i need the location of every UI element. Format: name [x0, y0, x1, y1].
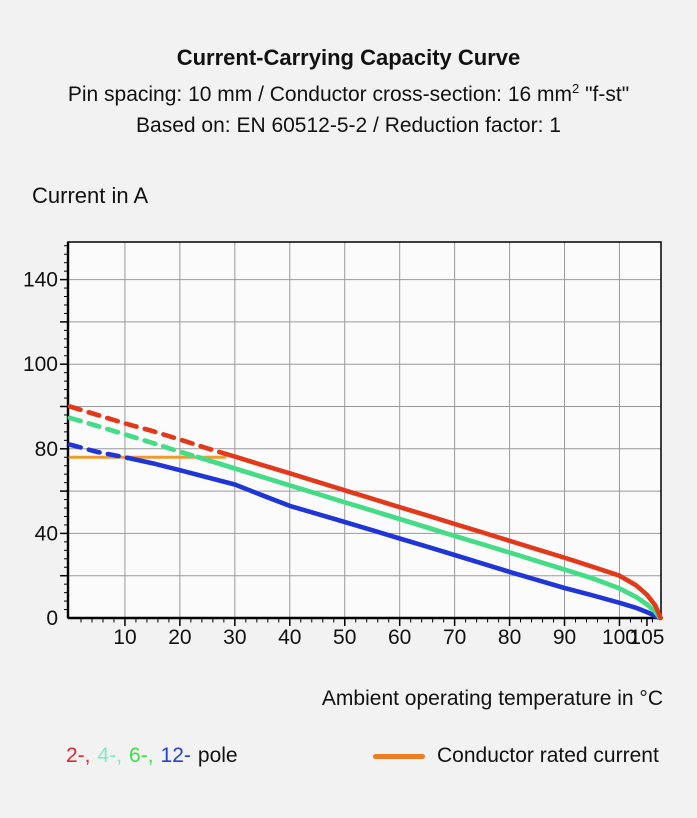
x-tick-label: 100 [602, 626, 637, 649]
rated-current-legend-label: Conductor rated current [437, 744, 659, 767]
y-axis-title: Current in A [32, 183, 149, 208]
legend-pole-item: 12- [160, 744, 191, 767]
x-tick-label: 40 [278, 626, 301, 649]
x-tick-label: 50 [333, 626, 356, 649]
subtitle-post: "f-st" [579, 83, 630, 106]
series-2-pole-dashed [67, 404, 228, 456]
legend-pole-counts: 2-, 4-, 6-, 12- pole [66, 744, 238, 768]
x-tick-label: 105 [629, 626, 664, 649]
chart-subtitle-2: Based on: EN 60512-5-2 / Reduction facto… [136, 114, 561, 137]
y-tick-label: 40 [35, 522, 58, 545]
legend-pole-item: 6-, [129, 744, 154, 767]
x-tick-label: 70 [443, 626, 466, 649]
y-tick-label: 100 [23, 353, 58, 376]
x-tick-label: 10 [113, 626, 136, 649]
y-tick-labels: 0 40 80 100 140 [23, 269, 58, 630]
chart-subtitle-1: Pin spacing: 10 mm / Conductor cross-sec… [0, 73, 697, 110]
subtitle-pre: Pin spacing: 10 mm / Conductor cross-sec… [67, 83, 573, 106]
legend-pole-item: 2-, [66, 744, 91, 767]
x-tick-label: 80 [498, 626, 521, 649]
series-2-pole [67, 404, 663, 621]
series-6-pole [67, 415, 663, 621]
x-tick-label: 60 [388, 626, 411, 649]
tick-marks [60, 245, 653, 626]
x-tick-label: 90 [553, 626, 576, 649]
chart-title: Current-Carrying Capacity Curve [176, 45, 521, 70]
legend-pole-suffix: pole [197, 744, 238, 767]
series-12-pole-solid [125, 455, 662, 621]
legend-pole-item: 4-, [97, 744, 123, 767]
subtitle-superscript: 2 [572, 81, 580, 96]
y-tick-label: 0 [46, 607, 58, 630]
series-12-pole [67, 442, 662, 621]
series-2-pole-solid [222, 451, 663, 621]
x-tick-label: 20 [168, 626, 191, 649]
title-block: Current-Carrying Capacity Curve Pin spac… [0, 42, 697, 141]
rated-current-line-swatch [373, 754, 425, 759]
y-tick-label: 140 [23, 269, 58, 292]
series-6-pole-solid [195, 454, 663, 621]
series-6-pole-dashed [67, 415, 200, 460]
x-tick-label: 30 [223, 626, 246, 649]
y-tick-label: 80 [35, 438, 58, 461]
x-axis-title: Ambient operating temperature in °C [321, 687, 663, 710]
